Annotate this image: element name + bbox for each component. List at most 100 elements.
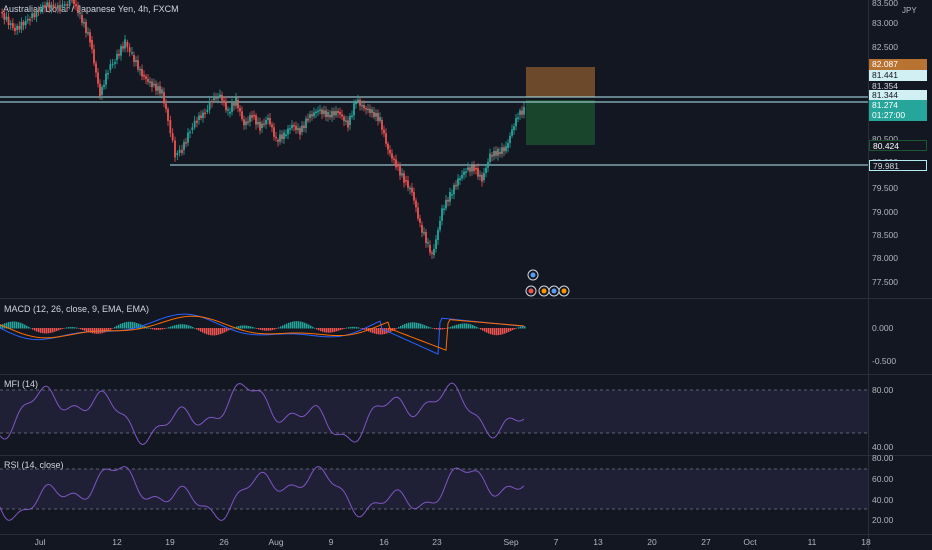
macd-histogram-bar — [36, 328, 38, 332]
separator-rsi[interactable] — [0, 455, 932, 456]
candle-body — [291, 125, 293, 129]
price-chart[interactable] — [0, 0, 932, 298]
macd-histogram-bar — [72, 327, 74, 329]
macd-histogram-bar — [478, 327, 480, 329]
macd-histogram-bar — [292, 321, 294, 329]
candle-body — [249, 115, 251, 122]
mfi-chart[interactable] — [0, 375, 868, 455]
macd-histogram-bar — [200, 328, 202, 332]
candle-body — [289, 128, 291, 130]
candle-body — [24, 20, 27, 26]
macd-histogram-bar — [264, 328, 266, 331]
rsi-chart[interactable] — [0, 456, 868, 534]
candle-body — [149, 81, 151, 83]
candle-body — [193, 120, 196, 128]
candle-body — [116, 53, 118, 60]
candle-body — [176, 152, 179, 155]
candle-body — [455, 184, 457, 187]
symbol-title[interactable]: Australian Dollar / Japanese Yen, 4h, FX… — [3, 4, 179, 14]
candle-body — [9, 23, 12, 26]
mfi-label[interactable]: MFI (14) — [4, 379, 39, 389]
candle-body — [443, 208, 445, 210]
macd-histogram-bar — [210, 328, 212, 336]
candle-body — [377, 113, 379, 121]
macd-histogram-bar — [290, 322, 292, 329]
candle-body — [461, 175, 463, 179]
mfi-pane[interactable]: MFI (14) — [0, 375, 932, 455]
macd-histogram-bar — [438, 328, 440, 330]
currency-unit: JPY — [902, 6, 917, 15]
macd-histogram-bar — [328, 328, 330, 333]
candle-body — [341, 114, 343, 117]
candle-body — [183, 142, 185, 150]
candle-body — [283, 132, 285, 140]
rsi-tick-0: 80.00 — [872, 453, 894, 463]
macd-histogram-bar — [60, 328, 62, 330]
candle-body — [120, 46, 122, 56]
candle-body — [417, 207, 419, 219]
macd-histogram-bar — [482, 328, 484, 331]
macd-histogram-bar — [448, 327, 450, 329]
macd-histogram-bar — [48, 328, 50, 334]
macd-histogram-bar — [106, 328, 108, 332]
macd-histogram-bar — [310, 325, 312, 329]
candle-body — [503, 147, 505, 152]
macd-histogram-bar — [442, 328, 444, 330]
macd-histogram-bar — [316, 328, 318, 330]
macd-histogram-bar — [246, 325, 248, 329]
candle-body — [521, 110, 523, 115]
candle-body — [251, 115, 253, 118]
macd-histogram-bar — [46, 328, 48, 334]
candle-body — [321, 109, 323, 115]
macd-chart[interactable] — [0, 299, 868, 374]
macd-histogram-bar — [238, 325, 240, 329]
candle-body — [299, 128, 301, 135]
time-tick: Aug — [268, 537, 284, 547]
tag-level-mid1: 81.354 — [869, 81, 927, 92]
macd-pane[interactable]: MACD (12, 26, close, 9, EMA, EMA) — [0, 299, 932, 374]
price-pane[interactable]: Australian Dollar / Japanese Yen, 4h, FX… — [0, 0, 932, 298]
candle-body — [375, 113, 377, 117]
macd-histogram-bar — [406, 323, 408, 329]
candle-body — [515, 118, 517, 127]
macd-histogram-bar — [464, 323, 466, 329]
macd-label[interactable]: MACD (12, 26, close, 9, EMA, EMA) — [4, 304, 150, 314]
candle-body — [343, 116, 345, 122]
macd-histogram-bar — [58, 328, 60, 331]
candle-body — [83, 22, 85, 24]
macd-histogram-bar — [228, 328, 230, 331]
separator-mfi[interactable] — [0, 374, 932, 375]
time-tick: 26 — [219, 537, 229, 547]
price-tick: 80.500 — [872, 134, 898, 144]
rsi-tick-1: 60.00 — [872, 474, 894, 484]
candle-body — [235, 97, 237, 106]
candle-body — [37, 10, 40, 12]
candle-body — [495, 150, 497, 156]
macd-histogram-bar — [262, 328, 264, 331]
candle-body — [405, 180, 407, 182]
separator-macd[interactable] — [0, 298, 932, 299]
rsi-pane[interactable]: RSI (14, close) — [0, 456, 932, 534]
time-tick: 27 — [701, 537, 711, 547]
candle-body — [429, 245, 431, 253]
candle-body — [473, 165, 475, 171]
time-tick: 9 — [328, 537, 334, 547]
macd-histogram-bar — [400, 325, 402, 329]
candle-body — [137, 60, 139, 70]
candle-body — [208, 101, 211, 110]
macd-histogram-bar — [420, 323, 422, 329]
macd-histogram-bar — [314, 327, 316, 329]
macd-histogram-bar — [90, 328, 92, 333]
candle-body — [425, 232, 427, 243]
candle-body — [200, 115, 202, 119]
rsi-label[interactable]: RSI (14, close) — [4, 460, 64, 470]
candle-body — [415, 200, 417, 208]
tag-level-mid2: 81.344 — [869, 90, 927, 101]
candle-body — [163, 92, 165, 104]
candle-body — [439, 220, 441, 230]
candle-body — [401, 173, 403, 176]
candle-body — [16, 25, 19, 30]
candle-body — [481, 174, 483, 182]
candle-body — [126, 42, 129, 48]
macd-histogram-bar — [380, 328, 382, 335]
